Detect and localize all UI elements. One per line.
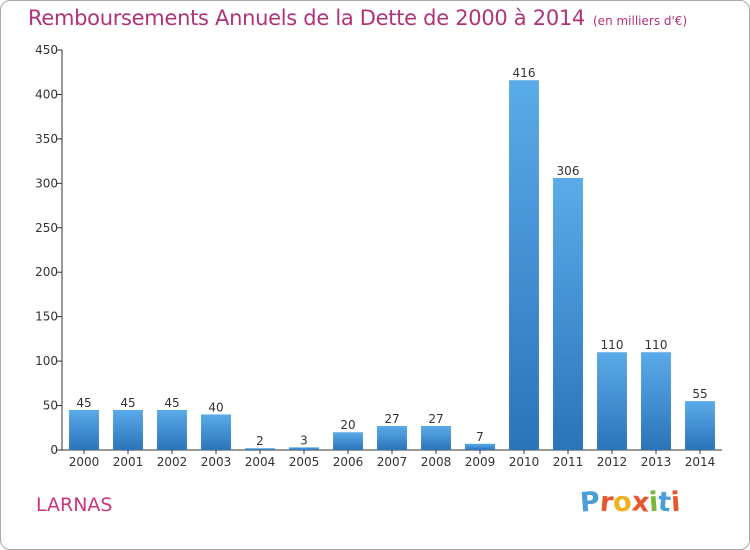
bar <box>421 426 451 450</box>
bar <box>69 410 99 450</box>
bar-value-label: 45 <box>76 396 91 410</box>
x-tick-label: 2008 <box>421 455 452 469</box>
bar <box>465 443 495 450</box>
x-tick-label: 2002 <box>157 455 188 469</box>
x-tick-label: 2011 <box>553 455 584 469</box>
y-tick-label: 350 <box>35 132 58 146</box>
y-tick-label: 400 <box>35 87 58 101</box>
x-tick-label: 2004 <box>245 455 276 469</box>
bar <box>641 352 671 450</box>
bar-value-label: 110 <box>601 338 624 352</box>
y-tick-label: 300 <box>35 176 58 190</box>
bar-value-label: 40 <box>208 400 223 414</box>
logo-letter: P <box>578 486 601 519</box>
y-tick-label: 0 <box>50 443 58 457</box>
bar <box>157 410 187 450</box>
x-tick-label: 2003 <box>201 455 232 469</box>
bar-value-label: 7 <box>476 430 484 444</box>
chart-title: Remboursements Annuels de la Dette de 20… <box>28 6 687 30</box>
bar <box>333 432 363 450</box>
bar <box>201 414 231 450</box>
bar-value-label: 306 <box>557 164 580 178</box>
x-tick-label: 2012 <box>597 455 628 469</box>
x-tick-label: 2006 <box>333 455 364 469</box>
x-tick-label: 2001 <box>113 455 144 469</box>
logo-letter: i <box>670 486 682 519</box>
y-tick-label: 150 <box>35 310 58 324</box>
bar-value-label: 3 <box>300 433 308 447</box>
y-tick-label: 450 <box>35 43 58 57</box>
bar <box>553 178 583 450</box>
bar-value-label: 45 <box>164 396 179 410</box>
logo-letter: o <box>612 486 633 519</box>
bar-value-label: 27 <box>384 412 399 426</box>
bar-value-label: 416 <box>513 66 536 80</box>
bar <box>685 401 715 450</box>
y-tick-label: 50 <box>43 399 58 413</box>
bar <box>289 447 319 450</box>
y-tick-label: 100 <box>35 354 58 368</box>
x-tick-label: 2010 <box>509 455 540 469</box>
place-name: LARNAS <box>36 494 113 516</box>
bar <box>597 352 627 450</box>
bar-value-label: 27 <box>428 412 443 426</box>
bar <box>245 448 275 450</box>
bar-value-label: 20 <box>340 418 355 432</box>
x-tick-label: 2000 <box>69 455 100 469</box>
x-tick-label: 2007 <box>377 455 408 469</box>
bar-value-label: 55 <box>692 387 707 401</box>
chart-labels: 2000 45 2001 45 2002 45 2003 40 2004 2 2005 3 2006 20… <box>69 66 716 469</box>
y-tick-label: 200 <box>35 265 58 279</box>
bar <box>113 410 143 450</box>
bar-value-label: 45 <box>120 396 135 410</box>
bar <box>509 80 539 450</box>
chart-bars <box>69 80 715 450</box>
bar <box>377 426 407 450</box>
bar-value-label: 110 <box>645 338 668 352</box>
chart-subtitle: (en milliers d'€) <box>593 14 688 28</box>
x-tick-label: 2009 <box>465 455 496 469</box>
bar-value-label: 2 <box>256 434 264 448</box>
x-tick-label: 2014 <box>685 455 716 469</box>
x-tick-label: 2013 <box>641 455 672 469</box>
x-tick-label: 2005 <box>289 455 320 469</box>
proxiti-logo[interactable]: Proxiti <box>578 486 682 519</box>
chart-title-text: Remboursements Annuels de la Dette de 20… <box>28 6 585 30</box>
y-tick-label: 250 <box>35 221 58 235</box>
